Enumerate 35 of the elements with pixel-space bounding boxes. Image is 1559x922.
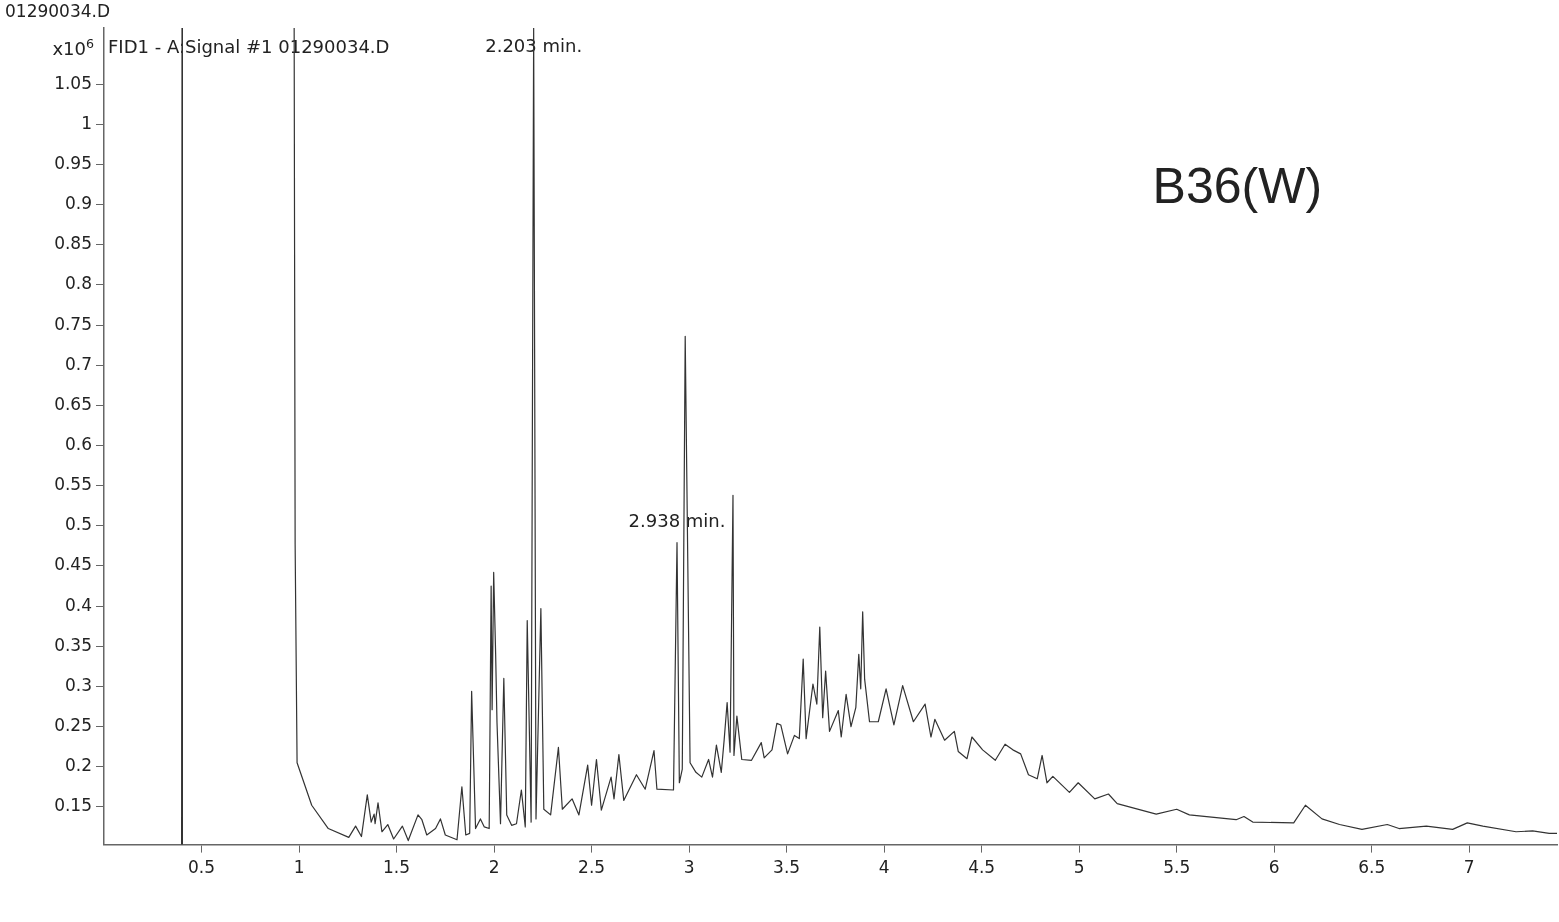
x-tick-label: 7 xyxy=(1463,857,1475,878)
x-tick-label: 4 xyxy=(878,857,890,878)
y-tick-label: 0.65 xyxy=(54,393,92,414)
annotation: B36(W) xyxy=(1152,158,1323,214)
y-tick-label: 0.35 xyxy=(54,634,92,655)
x-tick-label: 1.5 xyxy=(383,857,411,878)
x-tick-label: 2.5 xyxy=(578,857,606,878)
x-tick-label: 3 xyxy=(683,857,695,878)
y-tick-label: 0.75 xyxy=(54,313,92,334)
y-tick-label: 0.3 xyxy=(64,674,92,695)
x-tick-label: 2 xyxy=(488,857,500,878)
x-tick-label: 3.5 xyxy=(773,857,801,878)
y-tick-label: 0.6 xyxy=(64,433,92,454)
y-tick-label: 0.4 xyxy=(64,594,92,615)
y-tick-label: 0.7 xyxy=(64,353,92,374)
y-tick-label: 0.15 xyxy=(54,795,92,816)
x-tick-label: 0.5 xyxy=(187,857,216,878)
y-tick-label: 0.8 xyxy=(64,273,92,294)
x-tick-label: 1 xyxy=(293,857,305,878)
y-tick-label: 1.05 xyxy=(54,72,92,93)
text: 01290034.D xyxy=(5,1,111,21)
y-tick-label: 0.85 xyxy=(54,233,92,254)
y-tick-label: 0.5 xyxy=(64,514,92,535)
x-tick-label: 4.5 xyxy=(968,857,996,878)
y-tick-label: 0.25 xyxy=(54,714,92,735)
x-tick-label: 5.5 xyxy=(1163,857,1191,878)
x-tick-label: 5 xyxy=(1073,857,1085,878)
y-tick-label: 0.55 xyxy=(54,474,92,495)
y-tick-label: 0.95 xyxy=(54,152,92,173)
x-tick-label: 6 xyxy=(1268,857,1280,878)
y-tick-label: 0.9 xyxy=(64,193,92,214)
y-tick-label: 1 xyxy=(81,112,92,133)
y-tick-label: 0.2 xyxy=(64,755,92,776)
y-tick-label: 0.45 xyxy=(54,554,92,575)
x-tick-label: 6.5 xyxy=(1358,857,1386,878)
